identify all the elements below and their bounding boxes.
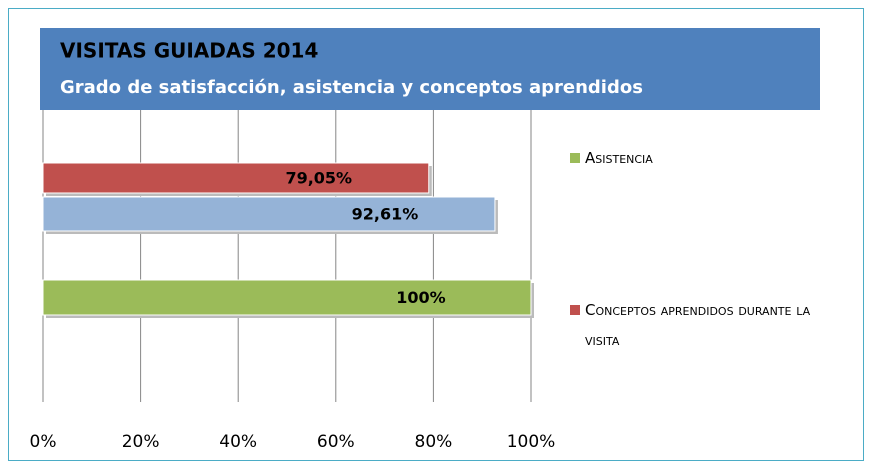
data-label: 100% xyxy=(396,288,445,307)
data-label: 79,05% xyxy=(285,169,352,188)
x-tick-label: 40% xyxy=(219,432,257,452)
x-tick-label: 100% xyxy=(507,432,556,452)
data-label: 92,61% xyxy=(352,205,419,224)
legend-label: Asistencia xyxy=(585,149,653,167)
bar xyxy=(42,196,496,232)
bar xyxy=(42,279,532,316)
x-tick-label: 60% xyxy=(317,432,355,452)
chart-subtitle: Grado de satisfacción, asistencia y conc… xyxy=(60,77,643,98)
x-tick-label: 20% xyxy=(122,432,160,452)
legend-swatch xyxy=(570,153,580,163)
x-tick-label: 80% xyxy=(415,432,453,452)
chart-title: VISITAS GUIADAS 2014 xyxy=(60,39,318,63)
legend-swatch xyxy=(570,305,580,315)
bar xyxy=(42,162,430,194)
x-tick-label: 0% xyxy=(30,432,57,452)
title-box xyxy=(40,28,820,110)
legend-label: Conceptos aprendidos durante la visita xyxy=(585,301,811,349)
